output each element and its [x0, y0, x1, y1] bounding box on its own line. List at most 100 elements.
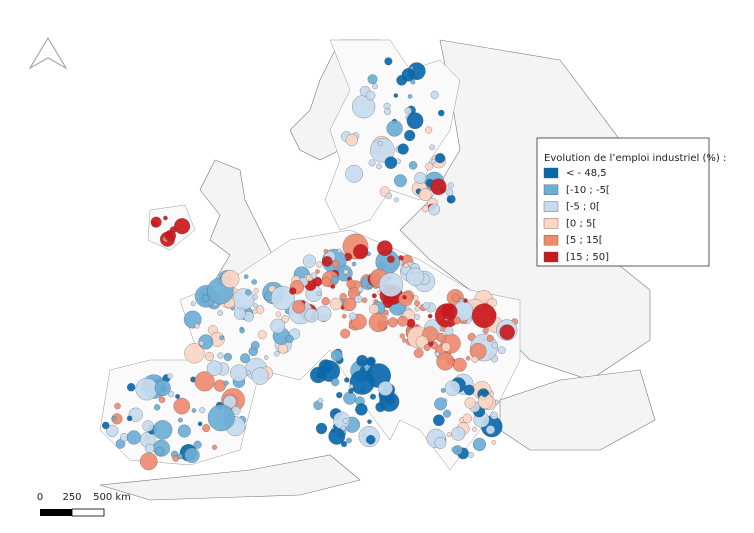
bubble [168, 390, 175, 398]
bubble [332, 260, 340, 268]
bubble [198, 340, 204, 346]
bubble [441, 342, 451, 352]
bubble [336, 391, 343, 399]
bubble [367, 419, 372, 424]
bubble [357, 286, 364, 293]
bubble [163, 215, 168, 221]
bubble [387, 255, 395, 263]
bubble [217, 310, 224, 316]
scale-bar: 0 250 500 km [37, 492, 131, 517]
bubble [370, 393, 376, 400]
bubble [114, 402, 121, 410]
bubble [378, 381, 393, 396]
bubble [223, 380, 229, 386]
bubble [397, 143, 409, 155]
bubble [193, 440, 202, 449]
legend-title: Evolution de l’emploi industriel (%) : [544, 153, 726, 164]
legend-swatch [543, 234, 559, 246]
bubble [126, 415, 133, 422]
bubble [278, 343, 288, 354]
bubble [368, 303, 380, 315]
bubble [251, 367, 269, 385]
bubble [253, 288, 259, 294]
bubble [174, 218, 191, 235]
bubble [444, 326, 454, 336]
bubble [315, 422, 328, 435]
bubble [207, 404, 235, 432]
legend-swatch [543, 251, 559, 263]
bubble [435, 153, 446, 164]
bubble [422, 205, 429, 213]
bubble [376, 163, 382, 170]
bubble [408, 161, 418, 170]
bubble [158, 396, 166, 403]
bubble [447, 182, 454, 189]
bubble [173, 397, 191, 415]
bubble [430, 178, 447, 195]
bubble [384, 108, 391, 116]
bubble [310, 272, 317, 279]
bubble [485, 425, 496, 435]
bubble [223, 352, 232, 362]
bubble [153, 420, 173, 440]
bubble [142, 420, 154, 432]
bubble [404, 130, 416, 142]
bubble [246, 370, 251, 376]
bubble [378, 272, 404, 297]
bubble [414, 300, 421, 307]
bubble [430, 90, 439, 99]
bubble [302, 254, 317, 268]
bubble [275, 311, 282, 318]
bubble [177, 453, 183, 460]
bubble [394, 174, 407, 188]
scale-label: 250 [62, 492, 81, 503]
bubble [472, 427, 477, 432]
bubble [115, 439, 126, 449]
bubble [330, 349, 343, 362]
bubble [402, 295, 407, 300]
bubble [349, 369, 375, 395]
bubble [397, 315, 409, 327]
bubble [480, 389, 489, 398]
bubble [252, 294, 258, 300]
bubble [191, 408, 197, 413]
bubble [423, 344, 431, 351]
bubble [175, 394, 180, 399]
legend-label: [5 ; 15[ [566, 235, 603, 246]
bubble [264, 355, 269, 360]
bubble [340, 328, 351, 339]
bubble [274, 351, 280, 357]
bubble [404, 107, 412, 115]
bubble [422, 302, 430, 310]
bubble [453, 316, 461, 325]
bubble [345, 164, 363, 183]
bubble [490, 411, 498, 420]
bubble [285, 334, 294, 343]
legend-swatch [543, 184, 559, 196]
bubble [201, 294, 210, 303]
bubble [106, 424, 119, 438]
bubble [351, 261, 357, 267]
bubble [402, 338, 407, 343]
bubble [452, 357, 467, 372]
bubble [465, 356, 471, 361]
bubble [211, 444, 218, 450]
bubble [145, 443, 155, 454]
bubble [463, 298, 468, 303]
bubble [150, 216, 162, 228]
bubble [250, 341, 260, 350]
bubble [371, 293, 377, 299]
bubble [403, 262, 409, 268]
bubble [321, 277, 331, 287]
bubble [451, 293, 460, 302]
bubble [440, 303, 458, 320]
bubble [434, 351, 440, 357]
bubble [194, 371, 215, 392]
bubble [343, 391, 357, 405]
bubble [482, 327, 489, 334]
bubble [462, 413, 473, 424]
bubble [252, 308, 258, 314]
bubble [427, 313, 433, 319]
bubble [384, 57, 393, 66]
bubble [414, 306, 420, 312]
